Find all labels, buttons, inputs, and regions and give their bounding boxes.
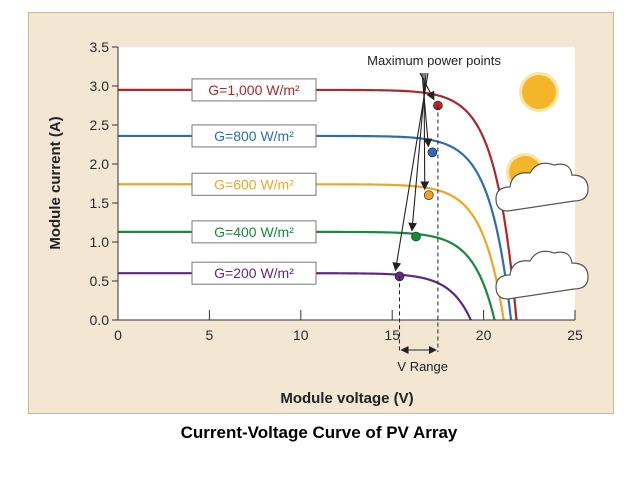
legend-group: G=1,000 W/m² G=800 W/m² G=600 W/m² G=400 W/…: [191, 78, 317, 285]
series-label: G=400 W/m²: [214, 224, 294, 240]
cloud-icon: [495, 250, 589, 300]
y-axis-title: Module current (A): [47, 116, 64, 249]
x-tick-label: 20: [476, 327, 492, 343]
series-label-box: [191, 124, 317, 148]
series-label-box: [191, 261, 317, 285]
figure-caption: Current-Voltage Curve of PV Array: [180, 423, 458, 442]
chart-svg: 0 5 10 15 20 25 0.0 0.5 1.0 1.5 2.0 2.5 3.0 3.5 G=1,0…: [47, 39, 589, 407]
weather-icons-group: [495, 72, 589, 300]
mpp-arrow: [421, 72, 433, 148]
y-tick-label: 1.0: [90, 234, 110, 250]
chart-figure: 0 5 10 15 20 25 0.0 0.5 1.0 1.5 2.0 2.5 3.0 3.5 G=1,0…: [28, 12, 614, 414]
y-tick-label: 2.5: [90, 117, 110, 133]
x-tick-label: 5: [206, 327, 214, 343]
x-tick-label: 10: [293, 327, 309, 343]
mpp-point: [427, 147, 438, 158]
x-tick-label: 15: [384, 327, 400, 343]
y-tick-label: 3.5: [90, 39, 110, 55]
cloud-shape: [495, 162, 589, 212]
v-range-label: V Range: [397, 359, 448, 374]
series-label: G=200 W/m²: [214, 265, 294, 281]
series-label: G=800 W/m²: [214, 128, 294, 144]
cloud-shape: [495, 250, 589, 300]
partly-cloudy-cloud-icon: [495, 162, 589, 212]
mpp-arrow: [392, 72, 429, 272]
axes-group: 0 5 10 15 20 25 0.0 0.5 1.0 1.5 2.0 2.5 3.0 3.5: [90, 39, 583, 343]
sun-disc: [522, 75, 556, 109]
series-label: G=1,000 W/m²: [208, 82, 300, 98]
y-tick-label: 3.0: [90, 78, 110, 94]
series-label-box: [191, 172, 317, 196]
series-label-box: [191, 78, 317, 102]
series-label-box: [191, 220, 317, 244]
mpp-annotation-label: Maximum power points: [367, 53, 501, 68]
y-tick-label: 0.5: [90, 273, 110, 289]
x-axis-title: Module voltage (V): [280, 390, 413, 407]
x-tick-label: 25: [567, 327, 583, 343]
y-tick-label: 1.5: [90, 195, 110, 211]
x-tick-label: 0: [114, 327, 122, 343]
y-tick-label: 0.0: [90, 312, 110, 328]
sun-icon: [519, 72, 559, 112]
iv-curve-series-0: [118, 88, 518, 321]
series-label: G=600 W/m²: [214, 176, 294, 192]
y-tick-label: 2.0: [90, 156, 110, 172]
annotations-group: Maximum power points V Range: [367, 53, 501, 374]
mpp-point: [411, 231, 421, 242]
mpp-point: [423, 190, 434, 200]
